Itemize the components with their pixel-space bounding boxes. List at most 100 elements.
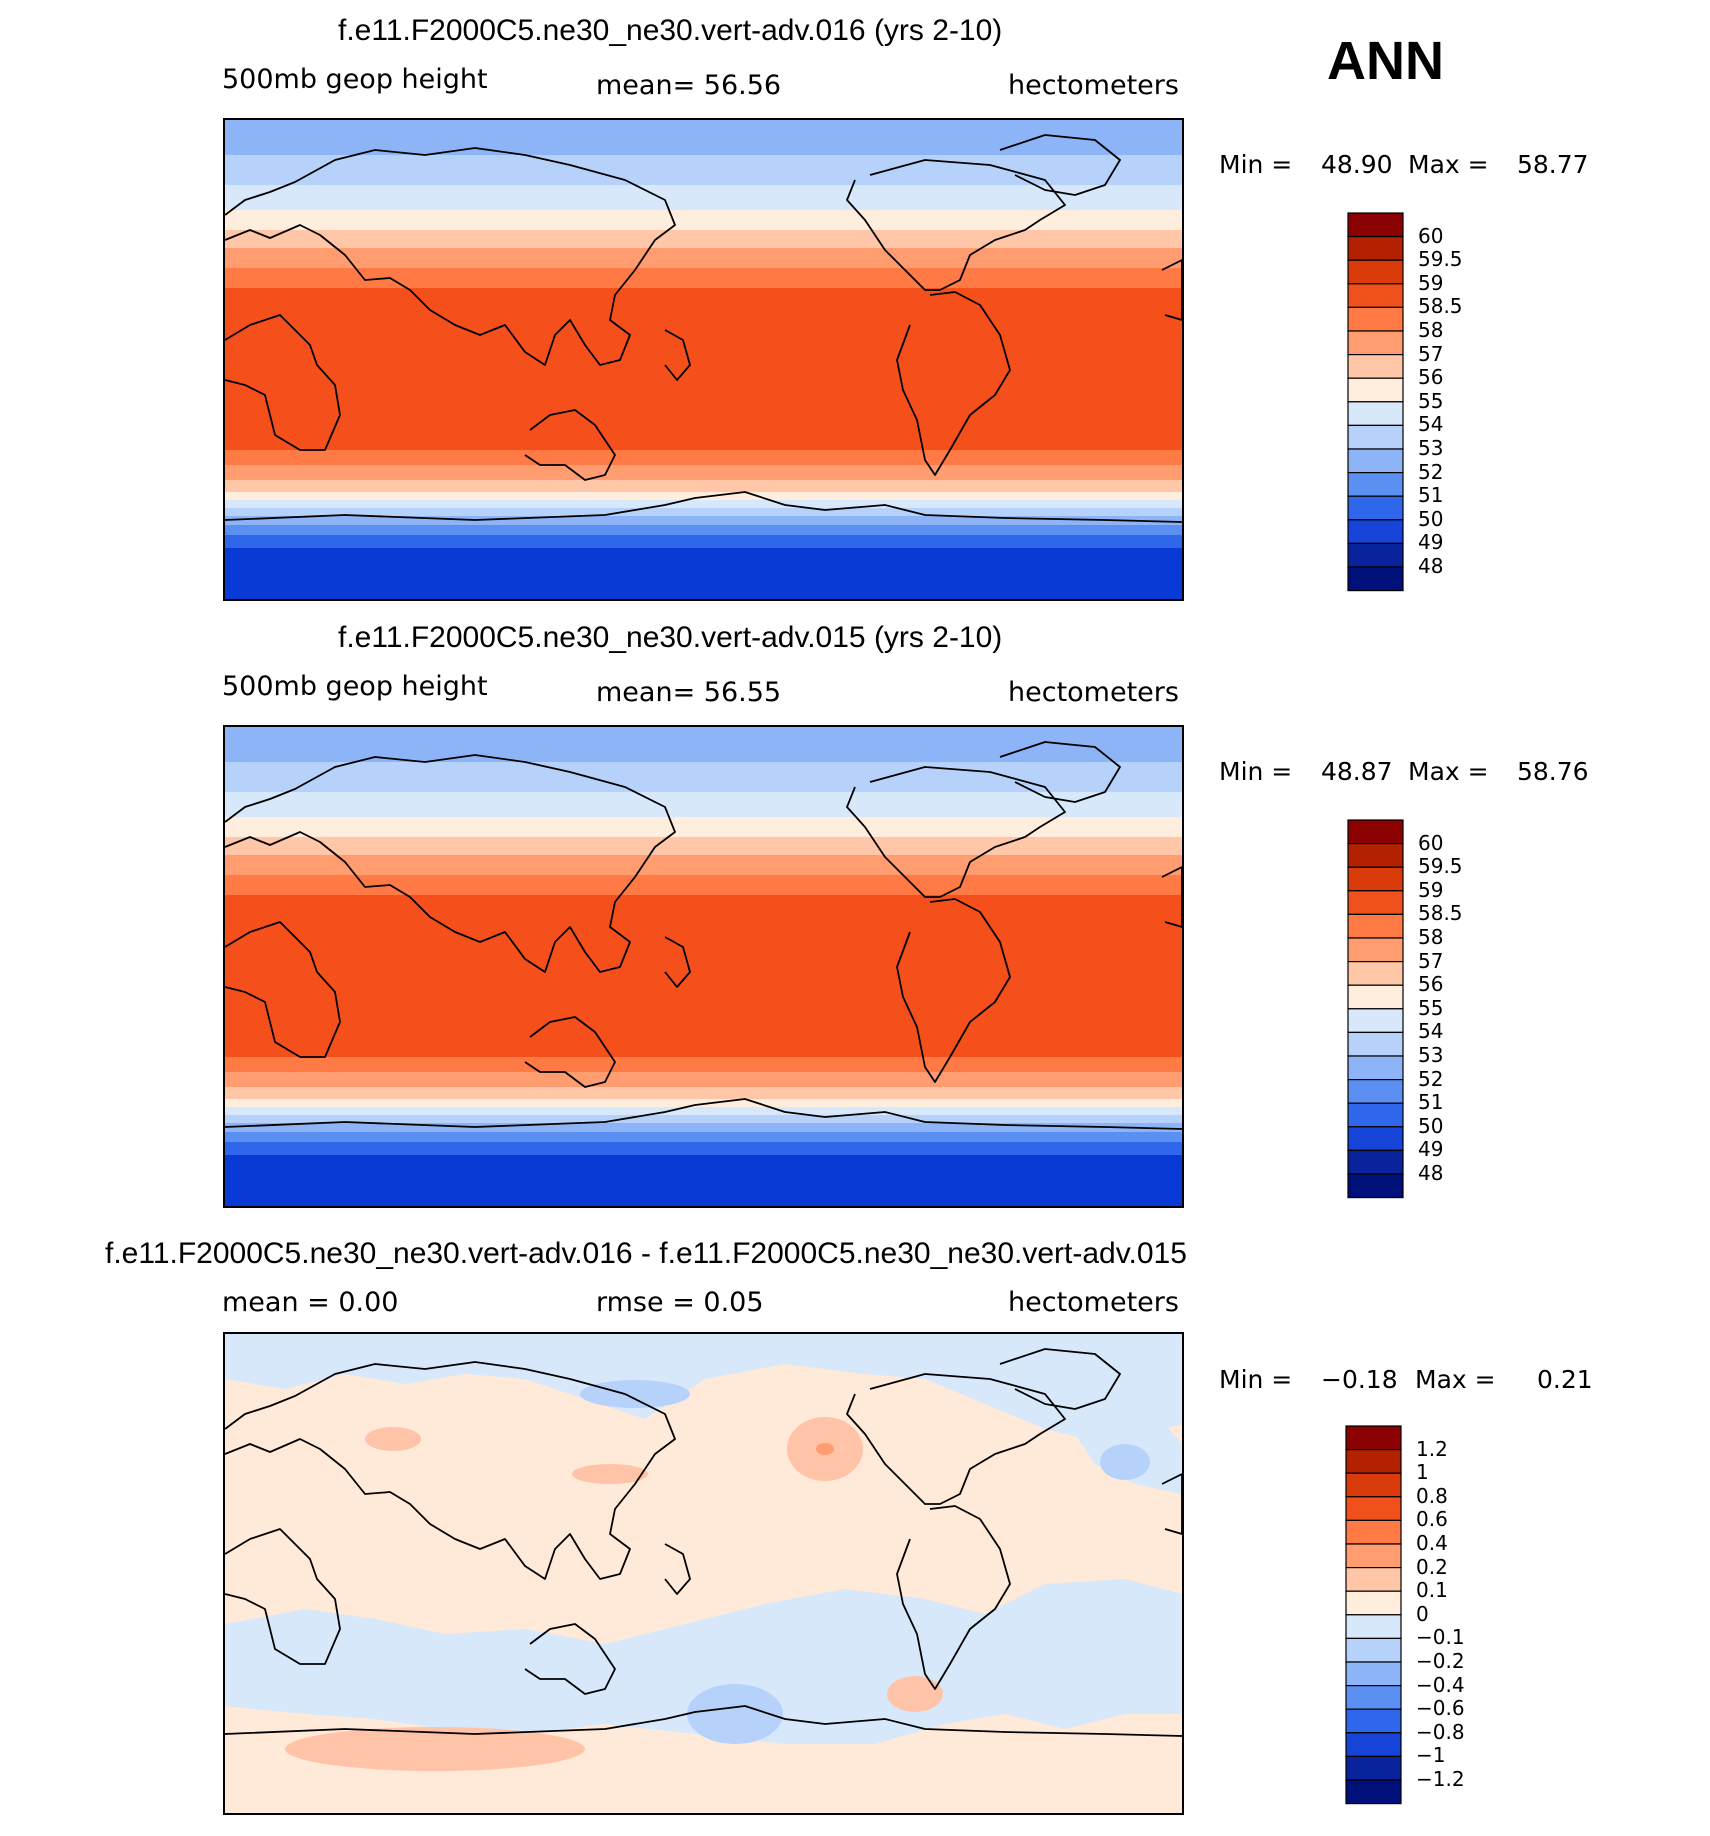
- colorbar-swatch: [1345, 1708, 1402, 1734]
- colorbar-swatch: [1347, 424, 1404, 450]
- panel-2-max-label: Max =: [1408, 757, 1489, 786]
- colorbar-tick-label: 55: [1418, 995, 1444, 1020]
- panel-1-max-label: Max =: [1408, 150, 1489, 179]
- panel-2-mean-label: mean= 56.55: [596, 677, 782, 708]
- panel-3-mean-label: mean = 0.00: [222, 1287, 399, 1318]
- colorbar-swatch: [1347, 448, 1404, 474]
- colorbar-swatch: [1345, 1661, 1402, 1687]
- colorbar-tick-label: −1: [1416, 1743, 1446, 1768]
- colorbar-swatch: [1347, 1149, 1404, 1175]
- colorbar-tick-label: 0.1: [1416, 1578, 1448, 1603]
- colorbar-tick-label: 56: [1418, 972, 1444, 997]
- colorbar-tick-label: 51: [1418, 1090, 1444, 1115]
- colorbar-tick-label: −0.2: [1416, 1649, 1465, 1673]
- colorbar-tick-label: 53: [1418, 1043, 1444, 1067]
- panel-3-units-label: hectometers: [1008, 1287, 1179, 1318]
- colorbar-swatch: [1347, 495, 1404, 521]
- colorbar-tick-label: 58.5: [1418, 294, 1463, 319]
- colorbar-swatch: [1347, 890, 1404, 916]
- panel-1-field-svg: [225, 120, 1182, 599]
- colorbar-tick-label: 56: [1418, 365, 1444, 390]
- colorbar-swatch: [1347, 283, 1404, 309]
- colorbar-tick-label: 58: [1418, 318, 1444, 342]
- colorbar-tick-label: −0.1: [1416, 1625, 1465, 1650]
- colorbar-tick-label: 0: [1416, 1601, 1429, 1626]
- colorbar-swatch: [1347, 519, 1404, 544]
- colorbar-swatch: [1345, 1472, 1402, 1498]
- colorbar-swatch: [1345, 1755, 1402, 1781]
- colorbar-swatch: [1345, 1543, 1402, 1569]
- panel-1-max-value: 58.77: [1517, 150, 1589, 179]
- colorbar-tick-label: 60: [1418, 223, 1444, 248]
- colorbar-tick-label: 0.8: [1416, 1483, 1448, 1508]
- colorbar-swatch: [1347, 472, 1404, 497]
- colorbar-tick-label: 1.2: [1416, 1436, 1448, 1461]
- colorbar-swatch: [1347, 819, 1404, 845]
- colorbar-swatch: [1347, 377, 1404, 403]
- colorbar-swatch: [1347, 259, 1404, 285]
- panel-3-max-value: 0.21: [1537, 1365, 1593, 1394]
- colorbar-swatch: [1345, 1567, 1402, 1592]
- colorbar-swatch: [1347, 401, 1404, 427]
- colorbar-tick-label: −1.2: [1416, 1767, 1465, 1791]
- panel-1-mean-label: mean= 56.56: [596, 70, 782, 101]
- colorbar-swatch: [1347, 354, 1404, 379]
- colorbar-tick-label: 0.4: [1416, 1531, 1448, 1555]
- colorbar-swatch: [1347, 1126, 1404, 1151]
- colorbar-tick-label: 58: [1418, 925, 1444, 949]
- panel-2-variable-label: 500mb geop height: [222, 671, 488, 702]
- colorbar-tick-label: 59: [1418, 877, 1444, 902]
- colorbar-tick-label: −0.4: [1416, 1672, 1465, 1697]
- colorbar-swatch: [1345, 1685, 1402, 1710]
- colorbar-swatch: [1347, 1079, 1404, 1104]
- colorbar-swatch: [1347, 1173, 1404, 1199]
- colorbar-swatch: [1345, 1449, 1402, 1474]
- colorbar-swatch: [1345, 1496, 1402, 1522]
- colorbar-tick-label: 52: [1418, 459, 1444, 484]
- panel-2-min-value: 48.87: [1321, 757, 1393, 786]
- colorbar-tick-label: −0.8: [1416, 1719, 1465, 1744]
- panel-3-rmse-label: rmse = 0.05: [596, 1287, 764, 1318]
- colorbar-swatches: [1345, 1425, 1402, 1805]
- colorbar-swatch: [1347, 984, 1404, 1010]
- coastline: [225, 1348, 1182, 1737]
- colorbar-swatch: [1345, 1590, 1402, 1616]
- colorbar-swatch: [1347, 1055, 1404, 1081]
- colorbar-swatch: [1347, 542, 1404, 568]
- season-label: ANN: [1327, 31, 1444, 91]
- coastline: [225, 134, 1182, 523]
- colorbar-tick-label: 60: [1418, 830, 1444, 855]
- colorbar-swatches: [1347, 819, 1404, 1199]
- colorbar-swatch: [1347, 212, 1404, 238]
- colorbar-tick-label: −0.6: [1416, 1696, 1465, 1721]
- panel-2-title: f.e11.F2000C5.ne30_ne30.vert-adv.015 (yr…: [338, 621, 1003, 654]
- colorbar-tick-label: 53: [1418, 436, 1444, 460]
- panel-2-units-label: hectometers: [1008, 677, 1179, 708]
- colorbar-tick-label: 0.6: [1416, 1507, 1448, 1532]
- colorbar-swatch: [1347, 937, 1404, 963]
- colorbar-tick-label: 0.2: [1416, 1554, 1448, 1579]
- panel-3-min-label: Min =: [1219, 1365, 1293, 1394]
- colorbar-tick-label: 1: [1416, 1460, 1429, 1485]
- colorbar-swatch: [1345, 1637, 1402, 1663]
- colorbar-swatch: [1347, 866, 1404, 892]
- colorbar-tick-label: 57: [1418, 341, 1444, 366]
- colorbar-tick-label: 52: [1418, 1066, 1444, 1091]
- colorbar-swatch: [1347, 843, 1404, 868]
- colorbar-swatch: [1345, 1519, 1402, 1545]
- colorbar-swatch: [1347, 330, 1404, 356]
- colorbar-swatch: [1347, 306, 1404, 332]
- colorbar-swatch: [1347, 961, 1404, 986]
- panel-3-map: [223, 1332, 1184, 1815]
- coastline: [225, 741, 1182, 1130]
- colorbar-tick-label: 59: [1418, 270, 1444, 295]
- panel-2-map: [223, 725, 1184, 1208]
- colorbar-swatches: [1347, 212, 1404, 592]
- colorbar-tick-label: 55: [1418, 388, 1444, 413]
- colorbar-tick-label: 50: [1418, 1113, 1444, 1138]
- colorbar-tick-label: 54: [1418, 412, 1444, 437]
- colorbar-tick-label: 59.5: [1418, 854, 1463, 879]
- panel-3-diff-svg: [225, 1334, 1182, 1813]
- colorbar-swatch: [1345, 1425, 1402, 1451]
- panel-1-units-label: hectometers: [1008, 70, 1179, 101]
